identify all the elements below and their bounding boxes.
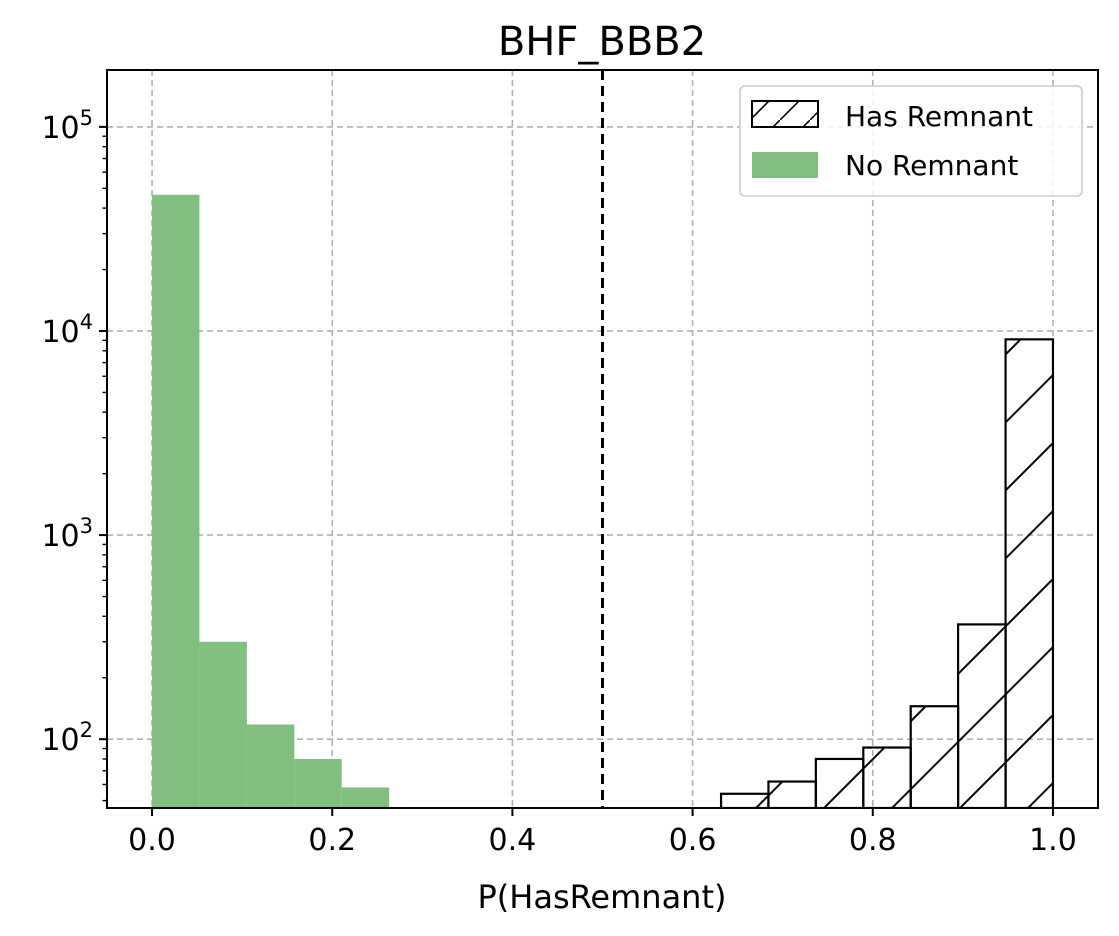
y-tick-label: 102 (41, 718, 93, 758)
bars (152, 194, 1055, 808)
legend-swatch-no-remnant (752, 152, 818, 178)
plot-frame (106, 69, 1099, 809)
x-tick-label: 0.6 (669, 823, 717, 858)
y-tick-label: 103 (41, 514, 93, 554)
legend-label-has-remnant: Has Remnant (845, 100, 1033, 133)
bar-no-remnant (246, 724, 295, 808)
x-tick-label: 1.0 (1029, 823, 1077, 858)
legend: Has Remnant No Remnant (739, 85, 1083, 197)
bar-has-remnant (909, 705, 960, 808)
chart-title: BHF_BBB2 (498, 19, 706, 65)
bar-has-remnant (862, 746, 912, 808)
x-tick-label: 0.2 (308, 823, 356, 858)
x-axis: 0.0 0.2 0.4 0.6 0.8 1.0 (128, 808, 1077, 858)
legend-swatch-has-remnant (751, 100, 819, 128)
bar-no-remnant (341, 787, 390, 808)
bar-has-remnant (719, 792, 770, 808)
y-tick-label: 104 (41, 310, 93, 350)
bar-has-remnant (1004, 338, 1055, 808)
bar-no-remnant (152, 194, 200, 808)
legend-box (739, 85, 1083, 197)
bar-no-remnant (294, 758, 342, 808)
legend-label-no-remnant: No Remnant (845, 149, 1018, 182)
x-axis-label: P(HasRemnant) (478, 878, 727, 916)
bar-no-remnant (199, 641, 247, 808)
x-tick-label: 0.8 (849, 823, 897, 858)
y-axis: 102 103 104 105 (41, 106, 107, 802)
bar-has-remnant (814, 757, 865, 808)
y-tick-label: 105 (41, 106, 93, 146)
x-tick-label: 0.0 (128, 823, 176, 858)
x-tick-label: 0.4 (489, 823, 537, 858)
bar-has-remnant (956, 623, 1007, 808)
bar-has-remnant (767, 780, 817, 808)
